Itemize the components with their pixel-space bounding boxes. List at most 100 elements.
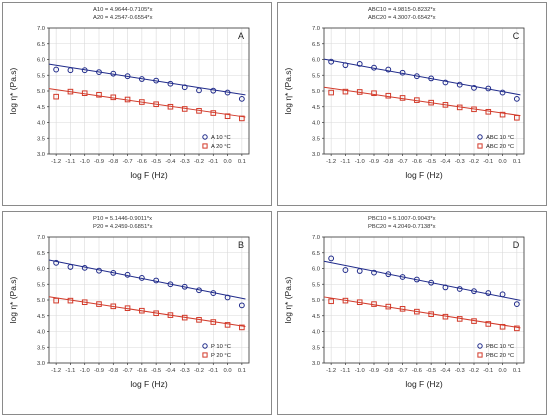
- x-tick-label: -1.0: [80, 159, 90, 165]
- x-tick-label: 0.0: [224, 368, 232, 374]
- legend-marker: [477, 134, 483, 140]
- legend-label: A 10 °C: [211, 135, 231, 141]
- y-tick-label: 4.5: [37, 105, 45, 111]
- data-point: [153, 277, 160, 284]
- data-point: [428, 279, 435, 286]
- regression-equation: A10 = 4.9644-0.7105*x: [93, 7, 153, 13]
- data-point: [239, 324, 245, 331]
- data-point: [224, 113, 231, 120]
- y-axis-label: log η* (Pa.s): [8, 67, 18, 114]
- x-tick-label: -0.9: [369, 368, 379, 374]
- data-point: [196, 317, 202, 323]
- x-tick-label: -0.8: [383, 159, 393, 165]
- data-point: [110, 70, 117, 77]
- data-point: [196, 87, 202, 94]
- y-tick-label: 3.5: [312, 345, 320, 351]
- data-point: [499, 323, 506, 330]
- fit-line: [323, 296, 521, 329]
- data-point: [399, 306, 406, 312]
- fit-line: [323, 86, 521, 117]
- data-point: [328, 58, 335, 65]
- y-tick-label: 7.0: [312, 235, 320, 241]
- data-point: [153, 310, 159, 317]
- panel-letter: C: [513, 31, 520, 41]
- data-point: [514, 114, 520, 121]
- data-point: [110, 303, 117, 310]
- y-tick-label: 6.0: [312, 267, 320, 273]
- legend-marker: [202, 143, 208, 149]
- y-tick-label: 5.5: [37, 73, 45, 79]
- regression-equation: P20 = 4.2459-0.6851*x: [93, 224, 153, 230]
- legend-label: ABC 10 °C: [486, 135, 514, 141]
- data-point: [399, 274, 406, 280]
- y-tick-label: 6.0: [312, 58, 320, 64]
- data-point: [96, 69, 102, 75]
- data-point: [81, 67, 88, 74]
- data-point: [210, 290, 217, 296]
- chart-d-svg: 3.03.54.04.55.05.56.06.57.0-1.2 -1.1 -1.0-…: [283, 216, 525, 389]
- panel-letter: B: [238, 240, 244, 250]
- x-tick-label: -0.8: [108, 159, 118, 165]
- data-point: [342, 267, 349, 273]
- data-point: [442, 102, 449, 108]
- y-tick-label: 4.0: [312, 330, 320, 336]
- data-point: [67, 297, 74, 304]
- data-point: [96, 91, 102, 98]
- x-tick-label: -1.2: [51, 368, 61, 374]
- fit-line: [323, 260, 521, 301]
- x-tick-label: -0.7: [398, 368, 408, 374]
- data-point: [471, 106, 477, 113]
- x-tick-label: -0.2: [194, 159, 204, 165]
- data-point: [153, 77, 160, 84]
- data-point: [471, 288, 477, 295]
- x-tick-label: -0.9: [94, 368, 104, 374]
- x-tick-label: 0.1: [238, 159, 246, 165]
- data-point: [356, 268, 363, 274]
- data-point: [138, 76, 145, 82]
- y-tick-label: 5.5: [37, 282, 45, 288]
- data-point: [499, 111, 506, 118]
- data-point: [53, 93, 59, 100]
- data-point: [428, 75, 435, 82]
- data-point: [196, 108, 202, 114]
- data-point: [110, 94, 117, 101]
- data-point: [371, 64, 377, 71]
- legend-marker: [202, 343, 208, 349]
- data-point: [53, 66, 60, 73]
- data-point: [238, 95, 245, 102]
- y-tick-label: 7.0: [37, 235, 45, 241]
- data-point: [238, 302, 245, 309]
- data-point: [181, 84, 188, 91]
- regression-equation: PBC10 = 5.1007-0.9043*x: [368, 216, 436, 222]
- data-point: [139, 99, 145, 105]
- data-point: [124, 96, 131, 103]
- legend-marker: [477, 343, 483, 349]
- data-point: [196, 287, 202, 294]
- x-axis-label: log F (Hz): [405, 379, 442, 389]
- data-point: [399, 69, 406, 76]
- x-tick-label: -0.9: [94, 159, 104, 165]
- x-tick-label: -0.2: [469, 159, 479, 165]
- x-tick-label: -1.0: [355, 159, 365, 165]
- x-tick-label: 0.1: [513, 159, 521, 165]
- data-point: [81, 264, 88, 271]
- x-tick-label: -0.7: [123, 368, 133, 374]
- data-point: [414, 97, 420, 103]
- data-point: [456, 81, 463, 88]
- data-point: [428, 99, 434, 106]
- fit-line: [48, 259, 246, 300]
- x-tick-label: -0.1: [208, 159, 218, 165]
- legend-marker: [477, 143, 483, 149]
- data-point: [224, 294, 231, 301]
- data-point: [471, 84, 477, 91]
- legend-marker: [202, 352, 208, 358]
- data-point: [456, 316, 463, 322]
- data-point: [413, 276, 420, 283]
- x-tick-label: -0.2: [194, 368, 204, 374]
- x-tick-label: -1.1: [65, 159, 75, 165]
- x-tick-label: -0.1: [483, 159, 493, 165]
- data-point: [167, 281, 174, 288]
- data-point: [471, 318, 477, 324]
- x-tick-label: -0.5: [151, 368, 161, 374]
